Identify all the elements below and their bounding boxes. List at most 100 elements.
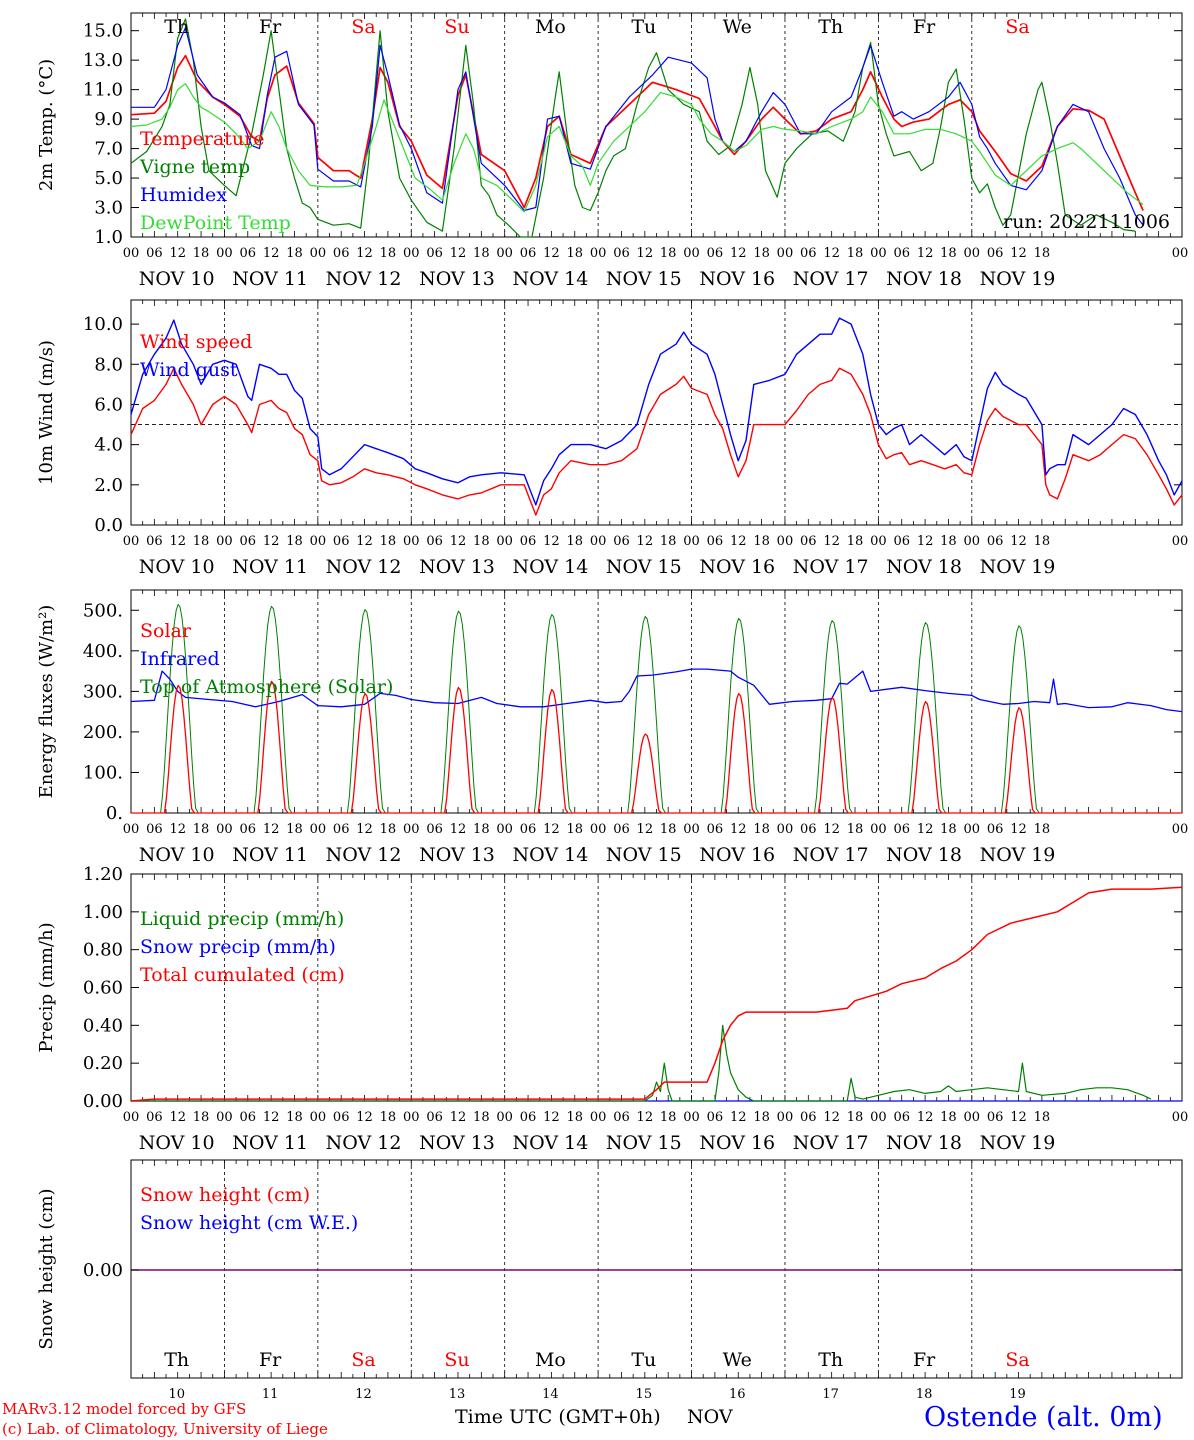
- hour-tick-label: 12: [730, 246, 747, 261]
- date-label: NOV 10: [139, 556, 215, 578]
- series-infrared: [130, 668, 1183, 713]
- series-total-cumulated: [130, 886, 1183, 1102]
- hour-tick-label: 00: [777, 534, 794, 549]
- date-label: NOV 10: [139, 268, 215, 290]
- weekday-label: Sa: [1005, 16, 1029, 38]
- hour-tick-label: 06: [800, 822, 817, 837]
- y-tick-label: 8.0: [94, 354, 123, 375]
- date-label: NOV 19: [980, 268, 1056, 290]
- hour-tick-label: 12: [450, 534, 467, 549]
- legend-entry: DewPoint Temp: [140, 212, 291, 234]
- hour-tick-label: 00: [777, 822, 794, 837]
- legend-entry: Vigne temp: [139, 156, 250, 178]
- x-axis-title: Time UTC (GMT+0h): [455, 1406, 661, 1428]
- hour-tick-label: 12: [730, 534, 747, 549]
- y-tick-label: 15.0: [83, 21, 123, 42]
- hour-tick-label: 00: [870, 1110, 887, 1125]
- date-label: NOV 16: [699, 1132, 775, 1154]
- hour-tick-label: 12: [917, 822, 934, 837]
- lab-credit: (c) Lab. of Climatology, University of L…: [2, 1420, 328, 1438]
- hour-tick-label: 06: [800, 246, 817, 261]
- date-label: NOV 18: [886, 268, 962, 290]
- date-label: NOV 19: [980, 1132, 1056, 1154]
- day-number: 18: [916, 1387, 933, 1402]
- hour-tick-label: 18: [566, 1110, 583, 1125]
- model-credit: MARv3.12 model forced by GFS: [2, 1400, 247, 1418]
- hour-tick-label: 18: [847, 822, 864, 837]
- hour-tick-label: 06: [987, 822, 1004, 837]
- hour-tick-label: 00: [590, 1110, 607, 1125]
- hour-tick-label: 12: [169, 534, 186, 549]
- hour-tick-label: 12: [169, 822, 186, 837]
- hour-tick-label: 12: [637, 1110, 654, 1125]
- hour-tick-label: 00: [216, 1110, 233, 1125]
- hour-tick-label: 06: [146, 534, 163, 549]
- y-tick-label: 1.0: [94, 227, 123, 248]
- hour-tick-label: 06: [613, 246, 630, 261]
- hour-tick-label: 00: [1172, 822, 1189, 837]
- hour-tick-label: 06: [520, 1110, 537, 1125]
- date-label: NOV 12: [326, 268, 402, 290]
- date-label: NOV 15: [606, 556, 682, 578]
- y-tick-label: 5.0: [94, 168, 123, 189]
- weekday-label: Tu: [631, 1349, 656, 1371]
- hour-tick-label: 00: [496, 1110, 513, 1125]
- hour-tick-label: 06: [800, 534, 817, 549]
- hour-tick-label: 06: [800, 1110, 817, 1125]
- hour-tick-label: 18: [1034, 534, 1051, 549]
- hour-tick-label: 06: [240, 1110, 257, 1125]
- hour-tick-label: 18: [940, 246, 957, 261]
- hour-tick-label: 00: [683, 822, 700, 837]
- hour-tick-label: 00: [870, 534, 887, 549]
- weekday-label: Tu: [631, 16, 656, 38]
- hour-tick-label: 18: [1034, 246, 1051, 261]
- hour-tick-label: 00: [496, 246, 513, 261]
- y-tick-label: 11.0: [83, 80, 123, 101]
- legend-entry: Temperature: [140, 128, 264, 150]
- legend-entry: Snow precip (mm/h): [140, 936, 336, 958]
- hour-tick-label: 12: [543, 246, 560, 261]
- weekday-label: Th: [164, 16, 189, 38]
- legend-entry: Solar: [140, 620, 192, 642]
- hour-tick-label: 18: [753, 246, 770, 261]
- y-axis-label: Snow height (cm): [36, 1188, 57, 1349]
- hour-tick-label: 06: [146, 246, 163, 261]
- y-tick-label: 2.0: [94, 475, 123, 496]
- y-tick-label: 0.80: [83, 940, 123, 961]
- hour-tick-label: 12: [169, 246, 186, 261]
- hour-tick-label: 18: [286, 246, 303, 261]
- hour-tick-label: 06: [520, 246, 537, 261]
- hour-tick-label: 18: [473, 246, 490, 261]
- y-tick-label: 0.00: [83, 1260, 123, 1281]
- date-label: NOV 12: [326, 1132, 402, 1154]
- day-number: 16: [729, 1387, 746, 1402]
- date-label: NOV 19: [980, 844, 1056, 866]
- hour-tick-label: 18: [380, 534, 397, 549]
- date-label: NOV 19: [980, 556, 1056, 578]
- hour-tick-label: 12: [637, 246, 654, 261]
- hour-tick-label: 18: [473, 1110, 490, 1125]
- hour-tick-label: 12: [823, 1110, 840, 1125]
- y-axis-label: 10m Wind (m/s): [36, 340, 57, 485]
- hour-tick-label: 00: [1172, 246, 1189, 261]
- legend-entry: Infrared: [140, 648, 220, 670]
- hour-tick-label: 12: [169, 1110, 186, 1125]
- hour-tick-label: 12: [730, 1110, 747, 1125]
- hour-tick-label: 00: [403, 822, 420, 837]
- hour-tick-label: 06: [987, 1110, 1004, 1125]
- hour-tick-label: 00: [590, 534, 607, 549]
- hour-tick-label: 18: [566, 534, 583, 549]
- hour-tick-label: 18: [847, 1110, 864, 1125]
- hour-tick-label: 18: [193, 534, 210, 549]
- run-label: run: 2022111006: [1003, 211, 1170, 233]
- hour-tick-label: 18: [847, 246, 864, 261]
- hour-tick-label: 06: [520, 534, 537, 549]
- hour-tick-label: 12: [637, 534, 654, 549]
- hour-tick-label: 06: [613, 534, 630, 549]
- hour-tick-label: 12: [1010, 1110, 1027, 1125]
- weekday-label: Su: [444, 16, 469, 38]
- hour-tick-label: 18: [380, 822, 397, 837]
- legend-entry: Wind speed: [140, 331, 252, 353]
